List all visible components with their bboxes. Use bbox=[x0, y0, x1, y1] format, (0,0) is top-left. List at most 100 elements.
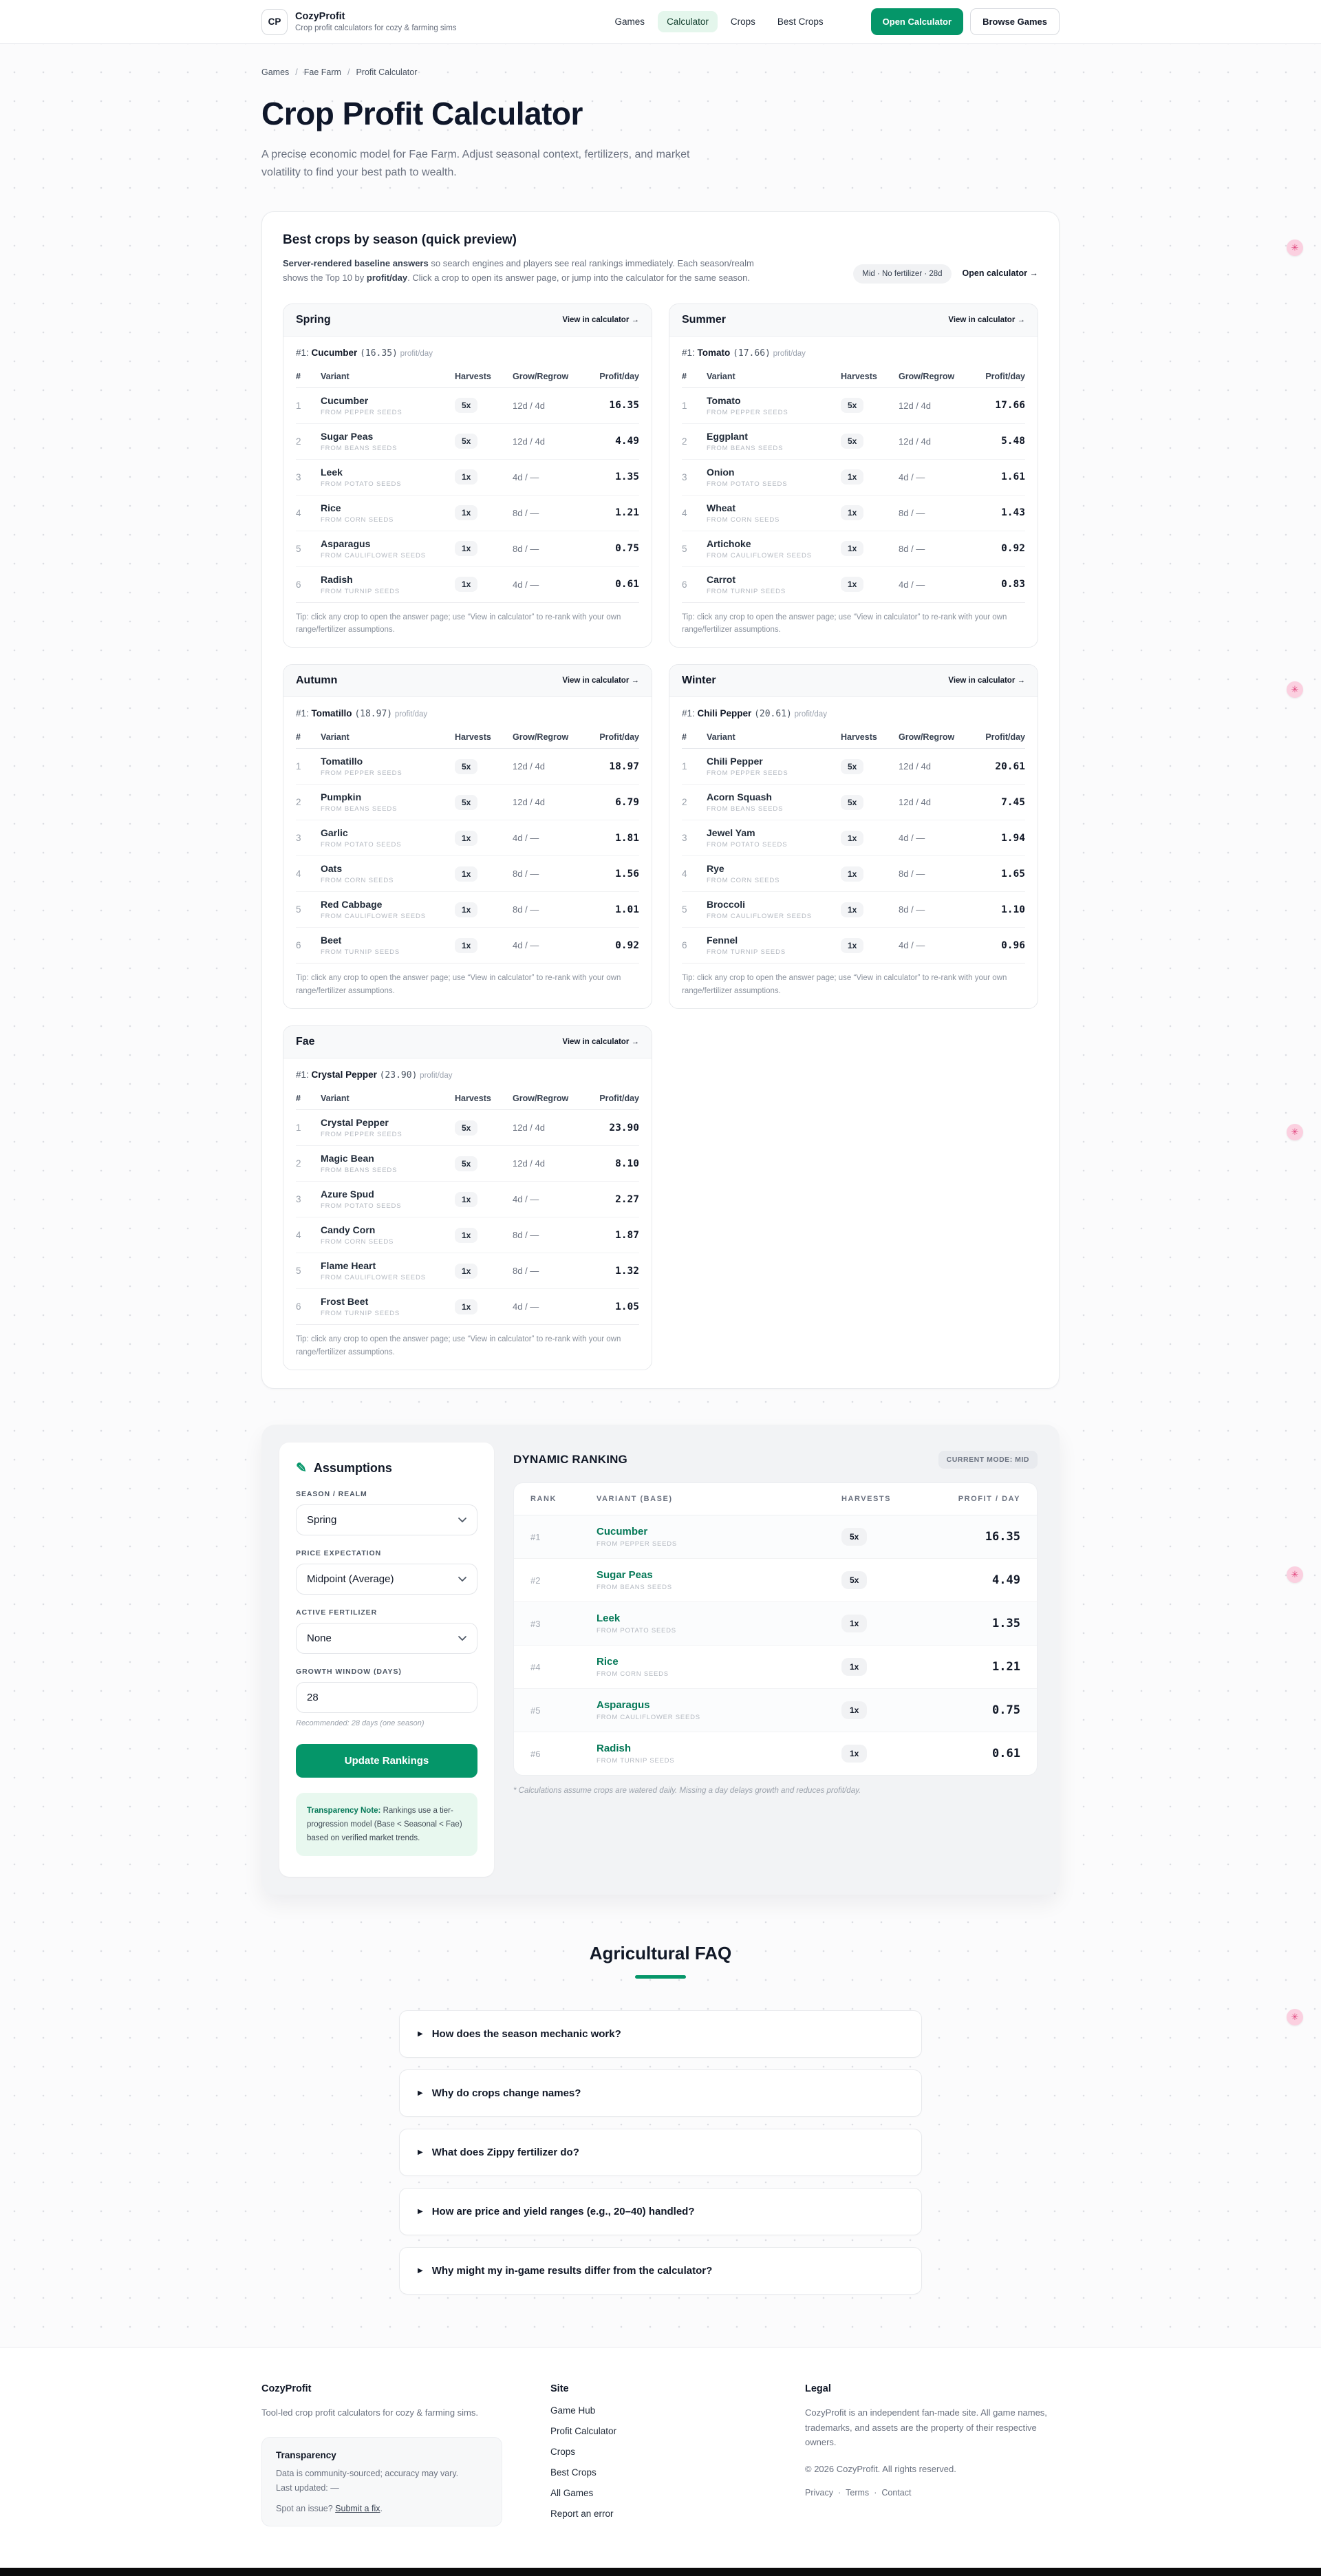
crop-row[interactable]: 6 Radish FROM TURNIP SEEDS 1x 4d / — 0.61 bbox=[296, 566, 639, 602]
submit-a-fix-link[interactable]: Submit a fix bbox=[335, 2504, 380, 2514]
crop-row[interactable]: 5 Broccoli FROM CAULIFLOWER SEEDS 1x 8d /… bbox=[682, 891, 1025, 927]
crop-row[interactable]: 6 Frost Beet FROM TURNIP SEEDS 1x 4d / — … bbox=[296, 1288, 639, 1324]
crop-row[interactable]: 2 Pumpkin FROM BEANS SEEDS 5x 12d / 4d 6.… bbox=[296, 784, 639, 820]
faq-accordion-item[interactable]: ▶ How are price and yield ranges (e.g., … bbox=[399, 2188, 922, 2236]
nav-item-games[interactable]: Games bbox=[614, 17, 645, 27]
page-subtitle: A precise economic model for Fae Farm. A… bbox=[261, 149, 690, 179]
crop-row[interactable]: 3 Garlic FROM POTATO SEEDS 1x 4d / — 1.81 bbox=[296, 820, 639, 855]
nav-item-crops[interactable]: Crops bbox=[730, 17, 755, 27]
price-expectation-select[interactable]: Midpoint (Average) bbox=[296, 1564, 477, 1595]
crop-row[interactable]: 4 Candy Corn FROM CORN SEEDS 1x 8d / — 1.… bbox=[296, 1217, 639, 1253]
ranking-row[interactable]: #1 Cucumber FROM PEPPER SEEDS 5x 16.35 bbox=[514, 1515, 1037, 1558]
footer-site-link[interactable]: Report an error bbox=[550, 2509, 614, 2520]
breadcrumb-separator: / bbox=[347, 67, 350, 77]
ranking-row[interactable]: #2 Sugar Peas FROM BEANS SEEDS 5x 4.49 bbox=[514, 1558, 1037, 1601]
crop-row[interactable]: 1 Chili Pepper FROM PEPPER SEEDS 5x 12d /… bbox=[682, 749, 1025, 784]
crop-row[interactable]: 1 Crystal Pepper FROM PEPPER SEEDS 5x 12d… bbox=[296, 1110, 639, 1145]
crop-row[interactable]: 3 Onion FROM POTATO SEEDS 1x 4d / — 1.61 bbox=[682, 458, 1025, 495]
footer-site-link[interactable]: Best Crops bbox=[550, 2467, 597, 2478]
faq-accordion-item[interactable]: ▶ Why do crops change names? bbox=[399, 2069, 922, 2118]
panel-tip: Tip: click any crop to open the answer p… bbox=[296, 1324, 639, 1360]
harvests-badge: 1x bbox=[841, 830, 864, 846]
harvests-badge: 1x bbox=[841, 541, 864, 557]
view-in-calculator-link[interactable]: View in calculator → bbox=[948, 677, 1025, 685]
browse-games-button[interactable]: Browse Games bbox=[970, 8, 1060, 35]
view-in-calculator-link[interactable]: View in calculator → bbox=[562, 677, 639, 685]
crop-rank: 6 bbox=[682, 940, 687, 951]
crop-rank: 1 bbox=[682, 761, 687, 772]
breadcrumb-games[interactable]: Games bbox=[261, 67, 290, 77]
crop-row[interactable]: 3 Leek FROM POTATO SEEDS 1x 4d / — 1.35 bbox=[296, 458, 639, 495]
footer-site-link[interactable]: All Games bbox=[550, 2488, 594, 2499]
contact-link[interactable]: Contact bbox=[881, 2487, 912, 2498]
season-select[interactable]: Spring bbox=[296, 1504, 477, 1535]
grow-regrow-value: 8d / — bbox=[513, 507, 539, 518]
crop-row[interactable]: 6 Beet FROM TURNIP SEEDS 1x 4d / — 0.92 bbox=[296, 927, 639, 963]
ranking-row[interactable]: #6 Radish FROM TURNIP SEEDS 1x 0.61 bbox=[514, 1732, 1037, 1775]
view-in-calculator-link[interactable]: View in calculator → bbox=[948, 315, 1025, 324]
crop-row[interactable]: 5 Flame Heart FROM CAULIFLOWER SEEDS 1x 8… bbox=[296, 1253, 639, 1288]
fertilizer-select[interactable]: None bbox=[296, 1623, 477, 1654]
footer-site-link[interactable]: Game Hub bbox=[550, 2405, 596, 2416]
crop-source: FROM POTATO SEEDS bbox=[597, 1627, 676, 1635]
panel-tip: Tip: click any crop to open the answer p… bbox=[296, 963, 639, 999]
view-in-calculator-link[interactable]: View in calculator → bbox=[562, 315, 639, 324]
crop-name: Eggplant bbox=[707, 430, 748, 442]
crop-link[interactable]: Rice bbox=[597, 1656, 619, 1668]
ranking-row[interactable]: #5 Asparagus FROM CAULIFLOWER SEEDS 1x 0.… bbox=[514, 1688, 1037, 1732]
faq-accordion-item[interactable]: ▶ Why might my in-game results differ fr… bbox=[399, 2247, 922, 2295]
footer-site-link[interactable]: Profit Calculator bbox=[550, 2426, 617, 2437]
update-rankings-button[interactable]: Update Rankings bbox=[296, 1744, 477, 1778]
terms-link[interactable]: Terms bbox=[846, 2487, 870, 2498]
crop-row[interactable]: 2 Magic Bean FROM BEANS SEEDS 5x 12d / 4d… bbox=[296, 1145, 639, 1181]
grow-regrow-value: 4d / — bbox=[899, 579, 925, 590]
crop-row[interactable]: 4 Wheat FROM CORN SEEDS 1x 8d / — 1.43 bbox=[682, 494, 1025, 531]
nav-item-best-crops[interactable]: Best Crops bbox=[777, 17, 824, 27]
crop-row[interactable]: 4 Oats FROM CORN SEEDS 1x 8d / — 1.56 bbox=[296, 855, 639, 891]
crop-row[interactable]: 4 Rice FROM CORN SEEDS 1x 8d / — 1.21 bbox=[296, 494, 639, 531]
dynamic-ranking-area: DYNAMIC RANKING CURRENT MODE: MID RANK V… bbox=[513, 1443, 1042, 1877]
breadcrumb: Games / Fae Farm / Profit Calculator bbox=[261, 67, 1060, 77]
crop-link[interactable]: Sugar Peas bbox=[597, 1569, 653, 1581]
crop-row[interactable]: 6 Carrot FROM TURNIP SEEDS 1x 4d / — 0.83 bbox=[682, 566, 1025, 602]
crop-link[interactable]: Cucumber bbox=[597, 1526, 648, 1537]
crop-row[interactable]: 1 Tomatillo FROM PEPPER SEEDS 5x 12d / 4d… bbox=[296, 749, 639, 784]
faq-accordion-item[interactable]: ▶ What does Zippy fertilizer do? bbox=[399, 2129, 922, 2177]
crop-row[interactable]: 2 Sugar Peas FROM BEANS SEEDS 5x 12d / 4d… bbox=[296, 423, 639, 459]
privacy-link[interactable]: Privacy bbox=[805, 2487, 833, 2498]
ranking-rank: #4 bbox=[530, 1661, 541, 1672]
crop-link[interactable]: Radish bbox=[597, 1743, 632, 1754]
growth-window-input[interactable] bbox=[296, 1682, 477, 1713]
crop-row[interactable]: 5 Red Cabbage FROM CAULIFLOWER SEEDS 1x 8… bbox=[296, 891, 639, 927]
crop-name: Fennel bbox=[707, 935, 738, 946]
crop-row[interactable]: 2 Acorn Squash FROM BEANS SEEDS 5x 12d / … bbox=[682, 784, 1025, 820]
crop-row[interactable]: 1 Cucumber FROM PEPPER SEEDS 5x 12d / 4d … bbox=[296, 388, 639, 423]
crop-row[interactable]: 5 Asparagus FROM CAULIFLOWER SEEDS 1x 8d … bbox=[296, 530, 639, 566]
view-in-calculator-link[interactable]: View in calculator → bbox=[562, 1038, 639, 1047]
crop-row[interactable]: 1 Tomato FROM PEPPER SEEDS 5x 12d / 4d 17… bbox=[682, 388, 1025, 423]
faq-accordion-item[interactable]: ▶ How does the season mechanic work? bbox=[399, 2010, 922, 2058]
breadcrumb-profit-calculator[interactable]: Profit Calculator bbox=[356, 67, 418, 77]
profit-per-day-value: 4.49 bbox=[992, 1573, 1020, 1587]
top-crop-value: (23.90) bbox=[379, 1070, 418, 1081]
harvests-badge: 5x bbox=[455, 794, 478, 810]
crop-row[interactable]: 2 Eggplant FROM BEANS SEEDS 5x 12d / 4d 5… bbox=[682, 423, 1025, 459]
open-calculator-link[interactable]: Open calculator → bbox=[962, 268, 1038, 278]
open-calculator-button[interactable]: Open Calculator bbox=[870, 8, 964, 35]
crop-link[interactable]: Leek bbox=[597, 1612, 621, 1624]
ranking-row[interactable]: #3 Leek FROM POTATO SEEDS 1x 1.35 bbox=[514, 1601, 1037, 1645]
crop-link[interactable]: Asparagus bbox=[597, 1699, 650, 1711]
brand[interactable]: CP CozyProfit Crop profit calculators fo… bbox=[261, 8, 457, 35]
footer-site-link[interactable]: Crops bbox=[550, 2447, 576, 2458]
ranking-row[interactable]: #4 Rice FROM CORN SEEDS 1x 1.21 bbox=[514, 1645, 1037, 1688]
breadcrumb-fae-farm[interactable]: Fae Farm bbox=[303, 67, 341, 77]
crop-name: Red Cabbage bbox=[321, 899, 383, 911]
top-crop-line: #1: Chili Pepper (20.61) profit/day bbox=[682, 708, 827, 720]
crop-row[interactable]: 3 Jewel Yam FROM POTATO SEEDS 1x 4d / — 1… bbox=[682, 820, 1025, 855]
crop-row[interactable]: 6 Fennel FROM TURNIP SEEDS 1x 4d / — 0.96 bbox=[682, 927, 1025, 963]
crop-row[interactable]: 3 Azure Spud FROM POTATO SEEDS 1x 4d / — … bbox=[296, 1181, 639, 1217]
crop-row[interactable]: 4 Rye FROM CORN SEEDS 1x 8d / — 1.65 bbox=[682, 855, 1025, 891]
nav-item-calculator[interactable]: Calculator bbox=[658, 11, 718, 32]
flower-sticker-icon: ✳ bbox=[1287, 2009, 1303, 2025]
crop-row[interactable]: 5 Artichoke FROM CAULIFLOWER SEEDS 1x 8d … bbox=[682, 530, 1025, 566]
